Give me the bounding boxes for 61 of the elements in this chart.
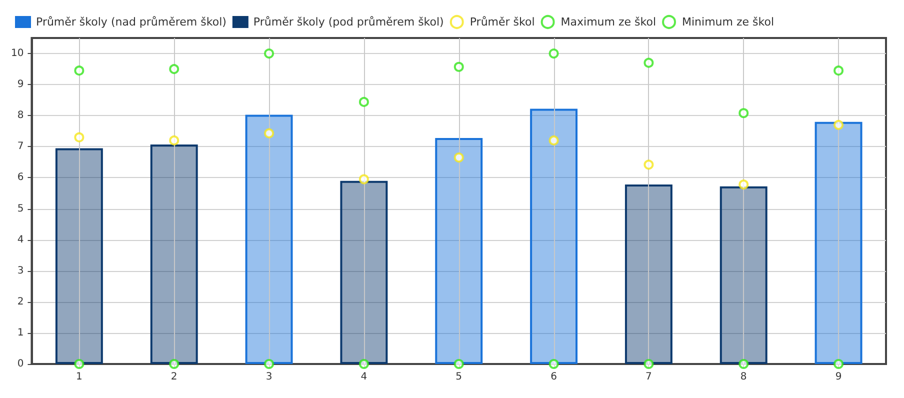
legend-label: Průměr školy (pod průměrem škol) [253, 16, 444, 28]
legend-label: Průměr škol [470, 16, 535, 28]
point [548, 135, 559, 146]
x-tick-label: 7 [646, 372, 652, 382]
point [169, 64, 180, 74]
x-tick-label: 1 [76, 372, 82, 382]
point [454, 152, 464, 163]
y-tick-label: 6 [17, 172, 24, 184]
point [169, 359, 180, 369]
point [74, 132, 84, 142]
bar [435, 138, 483, 364]
y-tick-label: 1 [17, 327, 24, 338]
point [264, 128, 274, 138]
point [548, 48, 559, 59]
bar [530, 108, 578, 364]
point [169, 135, 180, 146]
y-tick-label: 4 [17, 234, 24, 246]
point [74, 359, 84, 369]
bar [245, 114, 293, 364]
legend-label: Průměr školy (nad průměrem škol) [36, 16, 226, 28]
x-tick-label: 6 [550, 372, 557, 382]
point [834, 120, 844, 130]
y-tick-label: 9 [17, 79, 24, 90]
bar [150, 144, 198, 364]
point [738, 108, 749, 118]
y-tick-label: 5 [17, 203, 24, 214]
y-tick-label: 2 [17, 296, 24, 308]
bar [720, 186, 768, 364]
point [644, 160, 654, 170]
point [454, 62, 464, 72]
point [358, 96, 369, 107]
point [74, 66, 84, 76]
bar [624, 184, 672, 364]
y-tick-label: 3 [17, 265, 24, 276]
x-tick-label: 4 [360, 372, 368, 382]
point [548, 359, 559, 369]
point [644, 58, 654, 68]
legend-label: Maximum ze škol [560, 16, 656, 28]
bar [814, 122, 862, 364]
legend-label: Minimum ze škol [682, 16, 774, 28]
point [738, 180, 749, 190]
point [834, 66, 844, 76]
y-tick-label: 8 [17, 110, 24, 122]
x-tick-label: 9 [835, 372, 842, 382]
y-tick-label: 7 [17, 141, 24, 152]
x-tick-label: 5 [456, 372, 462, 382]
point [644, 359, 654, 369]
x-tick-label: 3 [266, 372, 272, 382]
bar [55, 148, 103, 364]
point [264, 359, 274, 369]
point [454, 359, 464, 369]
point [738, 359, 749, 369]
x-tick-label: 2 [170, 372, 178, 382]
y-tick-label: 10 [10, 48, 24, 60]
x-tick-label: 8 [740, 372, 747, 382]
point [358, 174, 369, 184]
y-tick-label: 0 [17, 358, 24, 370]
bar [340, 180, 388, 364]
point [358, 359, 369, 369]
point [264, 48, 274, 59]
point [834, 359, 844, 369]
